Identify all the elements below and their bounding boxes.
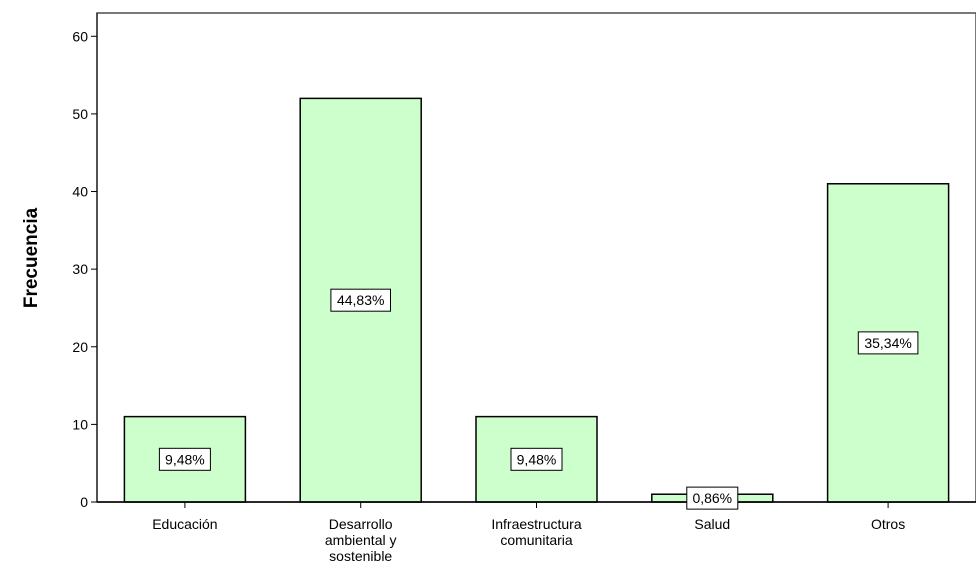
x-tick-label: Salud: [694, 516, 730, 532]
y-tick-label: 30: [72, 261, 88, 277]
y-tick-label: 10: [72, 416, 88, 432]
x-tick-label: sostenible: [329, 548, 392, 564]
data-labels-group: 9,48% 44,83% 9,48% 0,86% 35,34%: [158, 288, 919, 510]
data-label-box: [510, 447, 563, 471]
y-tick-label: 60: [72, 28, 88, 44]
x-tick-label: Otros: [871, 516, 905, 532]
y-tick-label: 50: [72, 106, 88, 122]
bar: [475, 415, 598, 503]
y-axis-label: Frecuencia: [21, 207, 42, 308]
y-axis: 0 10 20 30 40 50 60: [72, 13, 98, 510]
data-label: 44,83%: [337, 292, 384, 308]
data-label-box: [158, 447, 211, 471]
data-label-box: [857, 331, 919, 355]
data-label: 9,48%: [165, 451, 205, 467]
x-tick-label: ambiental y: [325, 532, 397, 548]
data-label: 9,48%: [517, 451, 557, 467]
y-tick-label: 40: [72, 184, 88, 200]
data-label: 0,86%: [692, 490, 732, 506]
data-label-box: [330, 288, 391, 312]
x-tick-label: Infraestructura: [491, 516, 581, 532]
x-tick-label: Desarrollo: [329, 516, 393, 532]
data-label-box: [686, 486, 739, 510]
y-tick-label: 20: [72, 339, 88, 355]
x-tick-label: Educación: [152, 516, 217, 532]
data-label: 35,34%: [864, 335, 911, 351]
x-tick-label: comunitaria: [500, 532, 573, 548]
y-tick-label: 0: [80, 494, 88, 510]
